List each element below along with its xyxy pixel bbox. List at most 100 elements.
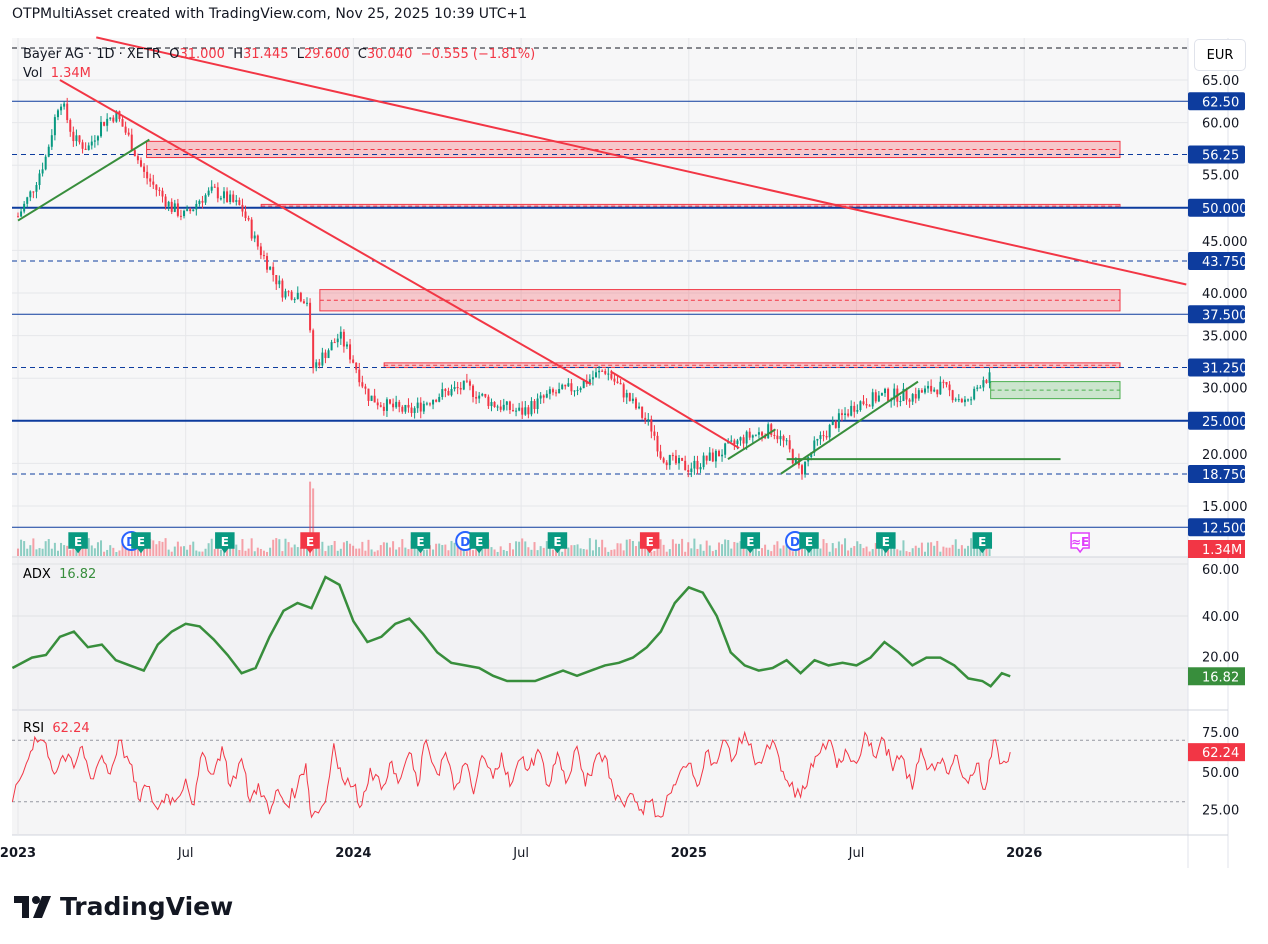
volume-bar <box>44 541 47 556</box>
candle-body <box>530 401 533 415</box>
volume-bar <box>831 543 834 556</box>
candle-body <box>253 235 256 239</box>
price-tick-label: 30.000 <box>1202 382 1248 397</box>
candle-body <box>681 457 684 461</box>
candle-body <box>828 424 831 438</box>
volume-bar <box>327 545 330 556</box>
candle-body <box>668 455 671 466</box>
volume-bar <box>567 547 570 556</box>
currency-button[interactable]: EUR <box>1194 39 1246 71</box>
volume-bar <box>761 548 764 556</box>
candle-body <box>641 406 644 418</box>
earnings-marker-label: E <box>416 535 424 549</box>
candle-body <box>927 385 930 389</box>
candle-body <box>475 396 478 399</box>
candle-body <box>939 381 942 395</box>
volume-bar <box>607 551 610 556</box>
candle-body <box>754 434 757 436</box>
candle-body <box>173 203 176 212</box>
earnings-marker-label: E <box>221 535 229 549</box>
candle-body <box>662 458 665 463</box>
candle-body <box>576 389 579 391</box>
volume-bar <box>38 548 41 556</box>
volume-bar <box>238 550 241 556</box>
volume-bar <box>262 550 265 556</box>
adx-value-badge <box>1188 667 1245 686</box>
volume-bar <box>26 548 29 556</box>
candle-body <box>72 131 75 142</box>
candle-body <box>441 389 444 397</box>
candle-body <box>379 405 382 407</box>
candle-body <box>219 198 222 200</box>
volume-bar <box>776 541 779 556</box>
volume-bar <box>321 541 324 556</box>
volume-bar <box>428 545 431 556</box>
volume-bar <box>877 547 880 556</box>
candle-body <box>794 458 797 464</box>
candle-body <box>957 399 960 401</box>
price-level-label: 43.750 <box>1202 255 1248 270</box>
earnings-marker: E <box>876 532 896 554</box>
candle-body <box>985 380 988 383</box>
volume-bar <box>508 543 511 556</box>
volume-bar <box>17 548 19 556</box>
candle-body <box>81 142 84 149</box>
volume-bar <box>874 543 877 556</box>
candle-body <box>631 398 634 401</box>
candle-body <box>69 120 72 132</box>
symbol-name[interactable]: Bayer AG · 1D · XETR <box>23 47 161 62</box>
candle-body <box>570 383 573 392</box>
candle-body <box>616 381 619 384</box>
volume-bar <box>253 551 256 556</box>
volume-bar <box>69 550 72 556</box>
rsi-tick-label: 25.00 <box>1202 804 1239 819</box>
candle-body <box>788 440 791 450</box>
rsi-pane <box>12 710 1188 835</box>
candle-body <box>192 209 195 212</box>
volume-bar <box>733 542 736 556</box>
volume-bar <box>306 544 309 556</box>
tradingview-logo[interactable]: TradingView <box>14 892 233 921</box>
candle-body <box>306 302 309 304</box>
candle-body <box>914 394 917 399</box>
price-level-badge <box>1188 252 1245 271</box>
price-tick-label: 20.000 <box>1202 448 1248 463</box>
candle-body <box>78 135 81 143</box>
volume-bar <box>634 546 637 556</box>
volume-bar <box>447 550 450 556</box>
volume-bar <box>954 539 957 556</box>
price-level-badge <box>1188 305 1245 324</box>
candle-body <box>942 381 945 383</box>
candle-body <box>545 393 548 398</box>
earnings-marker-shape <box>740 532 761 554</box>
candle-body <box>970 399 973 401</box>
candle-body <box>266 256 269 270</box>
volume-bar <box>533 542 536 556</box>
candle-body <box>327 350 330 359</box>
volume-bar <box>834 548 837 556</box>
candle-body <box>330 342 333 351</box>
candle-body <box>604 371 607 374</box>
candle-body <box>161 190 164 197</box>
candle-body <box>146 171 149 179</box>
volume-bar <box>785 544 788 556</box>
earnings-marker-label: E <box>74 535 82 549</box>
candle-body <box>352 359 355 363</box>
candle-body <box>945 381 948 385</box>
candle-body <box>278 280 281 285</box>
time-tick-label: 2024 <box>335 846 371 861</box>
rsi-value-badge <box>1188 743 1245 762</box>
candle-body <box>647 419 650 421</box>
volume-bar <box>545 541 548 556</box>
volume-bar <box>548 546 551 556</box>
volume-bar <box>963 548 966 556</box>
candle-body <box>179 215 182 217</box>
adx-line <box>11 575 1011 688</box>
candle-body <box>856 410 859 412</box>
volume-bar <box>650 551 653 556</box>
price-tick-label: 60.00 <box>1202 117 1239 132</box>
price-tick-label: 65.00 <box>1202 74 1239 89</box>
earnings-marker-label: E <box>137 535 145 549</box>
earnings-marker-shape <box>300 532 320 554</box>
